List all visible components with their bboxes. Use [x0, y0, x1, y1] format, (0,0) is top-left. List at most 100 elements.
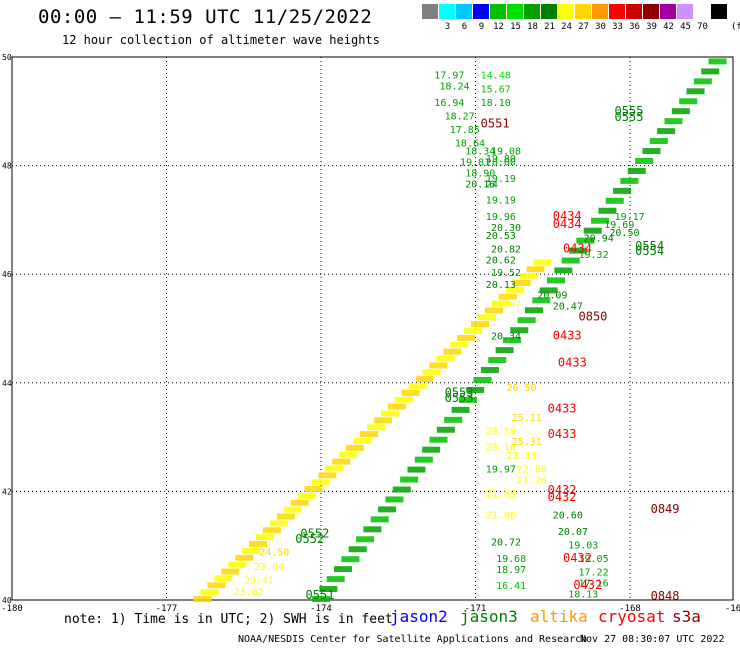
track-marker-altika	[242, 547, 261, 554]
wave-height-label: 21.97	[491, 300, 521, 311]
wave-height-label: 19.97	[486, 464, 516, 475]
track-marker-jason3	[605, 197, 624, 204]
pass-time-label: 0850	[579, 309, 608, 323]
color-scale-tick: 36	[629, 22, 640, 32]
track-marker-altika	[498, 293, 517, 300]
track-marker-jason3	[664, 118, 683, 125]
track-marker-altika	[491, 300, 510, 307]
wave-height-label: 20.13	[486, 280, 516, 291]
track-marker-jason3	[591, 217, 610, 224]
track-marker-jason3	[385, 496, 404, 503]
wave-height-label: 18.90	[465, 168, 495, 179]
pass-time-label: 0434	[563, 241, 592, 255]
wave-height-label: 14.48	[481, 71, 511, 82]
track-marker-altika	[443, 348, 462, 355]
track-marker-altika	[207, 582, 226, 589]
track-marker-altika	[346, 444, 365, 451]
wave-height-label: 23.41	[244, 576, 274, 587]
track-marker-jason3	[319, 586, 338, 593]
color-scale-tick: 45	[680, 22, 691, 32]
track-marker-altika	[526, 266, 545, 273]
track-marker-altika	[276, 513, 295, 520]
lat-tick-label: 42	[2, 487, 12, 496]
track-marker-altika	[484, 307, 503, 314]
lon-tick-label: -177	[156, 604, 178, 614]
wave-height-label: 19.96	[486, 212, 516, 223]
color-swatch	[626, 4, 642, 19]
color-swatch	[694, 4, 710, 19]
track-marker-altika	[200, 589, 219, 596]
wave-height-label: 19.17	[615, 212, 645, 223]
track-marker-jason3	[429, 436, 448, 443]
wave-height-label: 18.34	[465, 147, 495, 158]
track-marker-jason3	[495, 347, 514, 354]
color-swatch	[524, 4, 540, 19]
track-marker-jason3	[312, 596, 330, 602]
track-marker-altika	[290, 499, 309, 506]
wave-height-label: 20.00	[486, 158, 516, 169]
track-marker-jason3	[524, 307, 543, 314]
color-scale-tick: 24	[561, 22, 572, 32]
wave-height-label: 23.58	[486, 426, 516, 437]
pass-time-label: 0552	[295, 532, 324, 546]
pass-time-label: 0433	[548, 402, 577, 416]
wave-height-label: 20.09	[537, 291, 567, 302]
pass-time-label: 0432	[563, 551, 592, 565]
track-marker-altika	[193, 596, 212, 602]
wave-height-label: 23.84	[254, 562, 284, 573]
track-marker-jason3	[480, 367, 499, 374]
pass-time-label: 0554	[635, 244, 664, 258]
track-marker-altika	[464, 328, 483, 335]
track-marker-jason3	[561, 257, 580, 264]
track-marker-jason3	[356, 536, 375, 543]
track-marker-altika	[325, 465, 344, 472]
track-marker-jason3	[348, 546, 367, 553]
track-marker-jason3	[341, 556, 360, 563]
track-marker-altika	[221, 568, 240, 575]
wave-height-label: 20.34	[491, 331, 521, 342]
wave-height-label: 20.50	[609, 228, 639, 239]
track-marker-altika	[373, 417, 392, 424]
track-marker-altika	[283, 506, 302, 513]
track-marker-jason3	[436, 426, 455, 433]
wave-height-label: 20.47	[553, 301, 583, 312]
lat-tick-label: 40	[2, 596, 12, 605]
track-marker-altika	[422, 369, 441, 376]
track-marker-altika	[339, 451, 358, 458]
wave-height-label: 21.20	[517, 475, 547, 486]
track-marker-jason3	[326, 576, 345, 583]
track-marker-jason3	[546, 277, 565, 284]
track-marker-altika	[477, 314, 496, 321]
wave-height-label: 19.68	[496, 554, 526, 565]
track-marker-jason3	[532, 297, 551, 304]
generated-time: Nov 27 08:30:07 UTC 2022	[580, 634, 725, 645]
lat-tick-label: 48	[2, 162, 12, 171]
wave-height-label: 15.67	[481, 84, 511, 95]
wave-height-label: 24	[486, 179, 498, 190]
color-scale-tick: 70	[697, 22, 708, 32]
map-frame	[11, 56, 734, 601]
color-scale-tick: 3	[444, 22, 451, 32]
lat-tick-label: 50	[2, 53, 12, 62]
wave-height-label: 18.24	[439, 82, 469, 93]
wave-height-label: 19.69	[604, 220, 634, 231]
track-marker-jason3	[642, 148, 661, 155]
track-marker-altika	[505, 286, 524, 293]
color-swatch	[592, 4, 608, 19]
track-marker-jason3	[517, 317, 536, 324]
track-marker-altika	[214, 575, 233, 582]
track-marker-jason3	[473, 376, 492, 383]
color-scale-tick: 21	[544, 22, 555, 32]
track-marker-altika	[228, 561, 247, 568]
color-swatch	[422, 4, 438, 19]
track-marker-altika	[450, 341, 469, 348]
lon-tick-label: -180	[1, 604, 23, 614]
pass-time-label: 0432	[548, 483, 577, 497]
track-marker-jason3	[502, 337, 521, 344]
color-scale-tick: 15	[510, 22, 521, 32]
wave-height-label: 25.11	[512, 413, 542, 424]
track-marker-jason3	[422, 446, 441, 453]
color-swatch	[456, 4, 472, 19]
color-swatch	[575, 4, 591, 19]
